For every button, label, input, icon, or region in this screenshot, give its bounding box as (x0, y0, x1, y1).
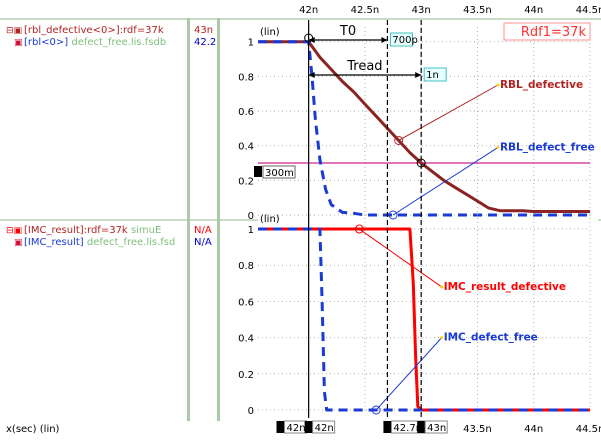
measurement-value-box (423, 67, 447, 82)
legend-value: N/A (194, 237, 212, 248)
legend-item-rbl[interactable]: [rbl<0>] defect_free.lis.fsdb (24, 37, 167, 48)
column-separator[interactable] (187, 18, 190, 421)
y-tick-label: 1 (248, 225, 254, 236)
leader-line (392, 146, 499, 216)
series-label: RBL_defect_free (500, 141, 595, 153)
x-tick-label: 42n (299, 5, 318, 16)
y-tick-label: 0.6 (238, 297, 254, 308)
cursor-id: 4 (418, 423, 424, 434)
legend-item-imc[interactable]: [IMC_result] defect_free.lis.fsd (24, 237, 176, 248)
measurement-arrow (308, 37, 315, 43)
measurement-value: 700p (392, 35, 417, 46)
x-tick-label-bottom: 44n (524, 424, 543, 435)
leader-end (440, 285, 444, 289)
x-tick-label: 42.5n (351, 5, 380, 16)
legend-value: 42.2 (194, 37, 217, 48)
measurement-arrow (381, 37, 388, 43)
legend-value: 43n (194, 25, 214, 36)
reference-marker (254, 166, 262, 177)
x-tick-label: 44.5n (576, 5, 601, 16)
legend-item-imc-defective[interactable]: [IMC_result]:rdf=37k simuE (24, 225, 162, 236)
series-line-IMC_defect_free (258, 227, 590, 412)
leader-point (354, 224, 364, 234)
expand-icon[interactable]: ⊟▣ (6, 26, 23, 36)
series-label: IMC_result_defective (444, 281, 566, 293)
column-separator[interactable] (217, 18, 220, 421)
y-tick-label: 0.4 (238, 142, 254, 153)
y-tick-label: 0 (248, 406, 254, 417)
cursor-id: 3 (305, 423, 311, 434)
y-tick-label: 0.2 (238, 176, 254, 187)
y-tick-label: 0.6 (238, 107, 254, 118)
x-tick-label: 43n (412, 5, 431, 16)
legend-item-rbl-defective[interactable]: [rbl_defective<0>]:rdf=37k (24, 25, 164, 36)
x-tick-label-bottom: 44.5n (576, 424, 601, 435)
leader-end (496, 83, 500, 87)
y-axis-label: (lin) (260, 214, 280, 225)
signal-icon[interactable]: ▣ (14, 38, 23, 48)
x-tick-label: 43.5n (463, 5, 492, 16)
cursor-id-marker (417, 421, 426, 433)
cursor-id-marker (383, 421, 392, 433)
y-tick-label: 1 (248, 38, 254, 49)
cursor-label-box (424, 420, 448, 434)
signal-icon[interactable]: ▣ (14, 238, 23, 248)
y-tick-label: 0.4 (238, 334, 254, 345)
series-line-RBL_defect_free (258, 40, 590, 217)
reference-label-box (262, 165, 296, 179)
x-tick-label: 44n (524, 5, 543, 16)
y-tick-label: 0.8 (238, 261, 254, 272)
leader-point (371, 405, 381, 415)
leader-end (440, 336, 444, 340)
leader-line (398, 84, 499, 141)
cursor-label: 42n (287, 423, 306, 434)
cursor-label-box (312, 420, 336, 434)
y-axis-label: (lin) (260, 27, 280, 38)
measurement-arrow (415, 72, 422, 78)
legend-value: N/A (194, 225, 212, 236)
reference-marker-label: 5 (255, 167, 261, 178)
panel-annotation: Rdf1=37k (521, 25, 587, 40)
measurement-arrow (308, 72, 315, 78)
cursor-id-marker (276, 421, 285, 433)
series-label: RBL_defective (500, 79, 583, 91)
leader-line (359, 228, 442, 288)
top-divider (0, 18, 601, 20)
cursor-label: 42n (315, 423, 334, 434)
y-tick-label: 0.2 (238, 370, 254, 381)
measurement-label: T0 (339, 24, 356, 39)
expand-icon[interactable]: ⊟▣ (6, 226, 23, 236)
series-label: IMC_defect_free (444, 332, 538, 344)
reference-label: 300m (265, 168, 294, 179)
y-tick-label: 0.8 (238, 72, 254, 83)
cursor-label: 43n (427, 423, 446, 434)
x-axis-label: x(sec) (lin) (6, 424, 60, 435)
cursor-point (416, 158, 426, 168)
leader-point (388, 210, 398, 220)
series-line-RBL_defective (258, 40, 590, 213)
measurement-label: Tread (346, 59, 382, 74)
cursor-id: 2 (384, 423, 390, 434)
leader-end (496, 145, 500, 149)
measurement-value-box (389, 32, 413, 47)
x-tick-label-bottom: 43.5n (463, 424, 492, 435)
measurement-value: 1n (426, 70, 439, 81)
leader-point (394, 135, 404, 145)
y-tick-label: 0 (248, 211, 254, 222)
annotation-box (503, 22, 591, 41)
cursor-id-marker (304, 421, 313, 433)
cursor-label: 42.7n (393, 423, 422, 434)
cursor-id: 1 (277, 423, 283, 434)
